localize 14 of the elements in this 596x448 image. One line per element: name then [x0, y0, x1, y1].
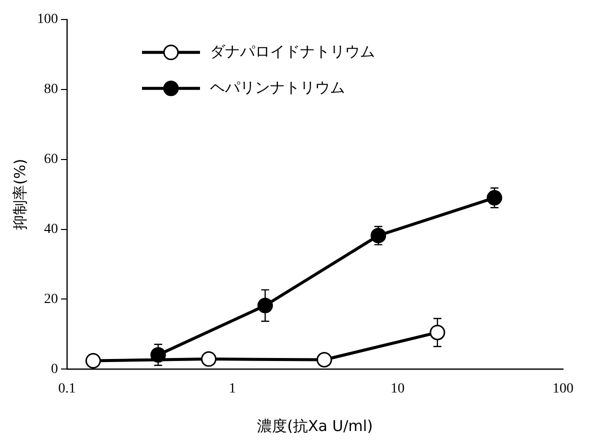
y-tick-label: 0 [51, 362, 58, 377]
x-tick-label: 1 [228, 381, 236, 396]
y-tick-label: 40 [44, 222, 58, 237]
x-tick-label: 0.1 [58, 381, 76, 396]
y-axis-title: 抑制率(%) [10, 158, 29, 230]
x-tick-label: 100 [552, 381, 574, 396]
y-tick-label: 80 [44, 82, 58, 98]
y-tick-label: 60 [44, 152, 58, 167]
y-tick-label: 20 [44, 292, 58, 307]
legend-label: ヘパリンナトリウム [210, 78, 345, 96]
legend-label: ダナパロイドナトリウム [210, 42, 375, 60]
x-axis-title: 濃度(抗Xa U/ml) [257, 416, 373, 435]
x-tick-label: 10 [390, 381, 405, 396]
y-tick-label: 100 [37, 12, 58, 28]
